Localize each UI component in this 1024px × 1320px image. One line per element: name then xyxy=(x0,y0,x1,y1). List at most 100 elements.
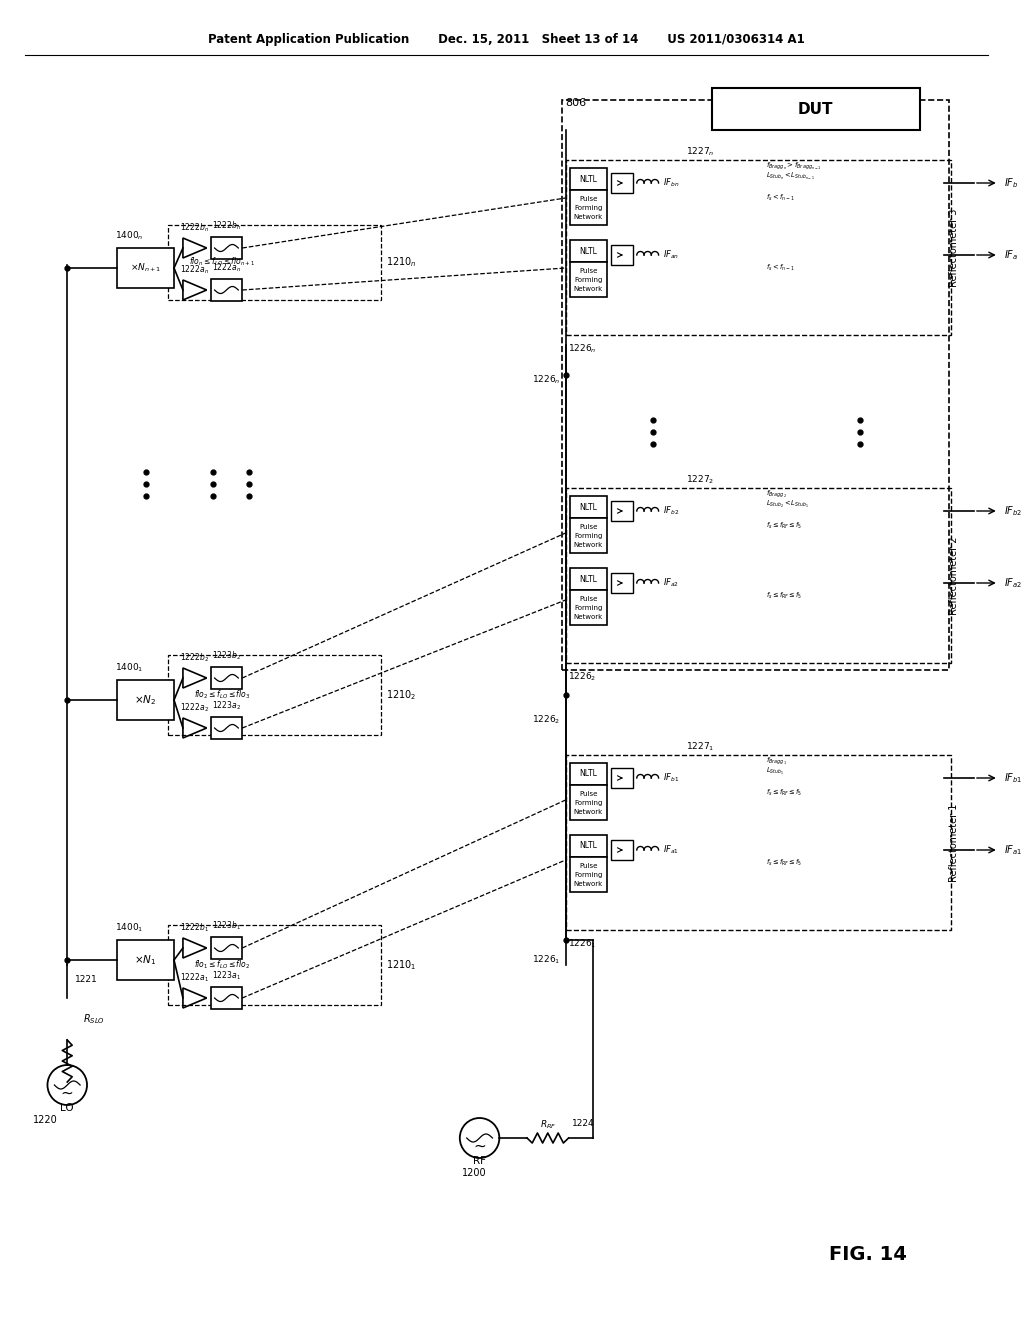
Text: $IF_{b2}$: $IF_{b2}$ xyxy=(664,504,680,517)
Text: Forming: Forming xyxy=(574,533,602,539)
Text: $1227_n$: $1227_n$ xyxy=(686,145,715,158)
Text: $IF_{b1}$: $IF_{b1}$ xyxy=(1004,771,1022,785)
Bar xyxy=(611,502,633,521)
Text: Patent Application Publication       Dec. 15, 2011   Sheet 13 of 14       US 201: Patent Application Publication Dec. 15, … xyxy=(208,33,805,46)
Text: LO: LO xyxy=(60,1104,74,1113)
Bar xyxy=(611,840,633,861)
Text: $1222b_2$: $1222b_2$ xyxy=(180,652,209,664)
Text: RF: RF xyxy=(473,1156,486,1166)
Bar xyxy=(569,857,607,892)
Text: $IF_{b1}$: $IF_{b1}$ xyxy=(664,772,680,784)
Text: $1226_2$: $1226_2$ xyxy=(567,671,596,684)
Bar xyxy=(611,173,633,193)
Text: $L_{Stub_1}$: $L_{Stub_1}$ xyxy=(766,766,784,776)
Bar xyxy=(611,768,633,788)
Bar xyxy=(569,517,607,553)
Bar xyxy=(117,248,174,288)
Text: $f_s \leq f_{RF} \leq f_5$: $f_s \leq f_{RF} \leq f_5$ xyxy=(766,521,803,531)
Text: $1223a_1$: $1223a_1$ xyxy=(212,970,241,982)
Bar xyxy=(211,667,243,689)
Text: $IF_{a1}$: $IF_{a1}$ xyxy=(1004,843,1022,857)
Text: $f_s \leq f_{RF} \leq f_5$: $f_s \leq f_{RF} \leq f_5$ xyxy=(766,858,803,869)
Text: $flo_1 \leq f_{LO} \leq flo_2$: $flo_1 \leq f_{LO} \leq flo_2$ xyxy=(195,958,251,972)
Text: $1222b_n$: $1222b_n$ xyxy=(212,219,241,232)
Text: $f_s < f_{n-1}$: $f_s < f_{n-1}$ xyxy=(766,193,795,203)
Text: $f_s < f_{n-1}$: $f_s < f_{n-1}$ xyxy=(766,263,795,273)
Bar xyxy=(565,755,951,931)
Text: $flo_2 \leq f_{LO} \leq flo_3$: $flo_2 \leq f_{LO} \leq flo_3$ xyxy=(195,689,251,701)
Text: $\times N_2$: $\times N_2$ xyxy=(134,693,157,708)
Text: ~: ~ xyxy=(473,1138,486,1154)
Text: $1210_n$: $1210_n$ xyxy=(386,255,417,269)
Text: $IF_{a2}$: $IF_{a2}$ xyxy=(1004,576,1022,590)
Text: $f_{Bragg_2}$: $f_{Bragg_2}$ xyxy=(766,488,787,500)
Text: $\times N_{n+1}$: $\times N_{n+1}$ xyxy=(130,261,161,275)
Text: Forming: Forming xyxy=(574,605,602,611)
Text: 1220: 1220 xyxy=(33,1115,58,1125)
Bar xyxy=(117,940,174,979)
Text: $1222a_n$: $1222a_n$ xyxy=(212,261,241,275)
Text: $f_s \leq f_{RF} \leq f_5$: $f_s \leq f_{RF} \leq f_5$ xyxy=(766,788,803,799)
Text: Reflectometer 2: Reflectometer 2 xyxy=(949,537,959,615)
Text: $R_{RF}$: $R_{RF}$ xyxy=(540,1119,556,1131)
Text: $1222b_n$: $1222b_n$ xyxy=(180,222,210,234)
Text: $IF_{an}$: $IF_{an}$ xyxy=(664,248,680,261)
Text: DUT: DUT xyxy=(798,102,834,116)
Text: $IF_a$: $IF_a$ xyxy=(1004,248,1018,261)
Bar xyxy=(611,573,633,593)
Text: Network: Network xyxy=(573,286,603,292)
Text: $1222b_1$: $1222b_1$ xyxy=(180,921,209,935)
Text: $1226_1$: $1226_1$ xyxy=(567,937,596,950)
Text: $1227_2$: $1227_2$ xyxy=(686,474,715,486)
Text: $flo_n \leq f_{LO} \leq flo_{n+1}$: $flo_n \leq f_{LO} \leq flo_{n+1}$ xyxy=(189,256,256,268)
Text: $1400_1$: $1400_1$ xyxy=(115,661,143,675)
Text: Forming: Forming xyxy=(574,277,602,282)
Text: FIG. 14: FIG. 14 xyxy=(829,1246,907,1265)
Text: $1400_n$: $1400_n$ xyxy=(115,230,143,243)
Text: 1224: 1224 xyxy=(572,1119,595,1129)
Bar xyxy=(168,655,381,735)
Bar xyxy=(712,88,920,129)
Bar xyxy=(168,224,381,300)
Text: Forming: Forming xyxy=(574,205,602,211)
Text: $1227_1$: $1227_1$ xyxy=(686,741,715,754)
Text: $1210_2$: $1210_2$ xyxy=(386,688,416,702)
Bar xyxy=(569,190,607,224)
Bar xyxy=(569,496,607,517)
Text: $1400_1$: $1400_1$ xyxy=(115,921,143,935)
Text: 1221: 1221 xyxy=(75,975,98,985)
Text: $L_{Stub_2} < L_{Stub_1}$: $L_{Stub_2} < L_{Stub_1}$ xyxy=(766,499,809,510)
Bar xyxy=(569,785,607,820)
Bar xyxy=(168,925,381,1005)
Text: Pulse: Pulse xyxy=(580,524,598,531)
Text: 806: 806 xyxy=(565,98,587,108)
Text: $f_{Bragg_1}$: $f_{Bragg_1}$ xyxy=(766,755,787,767)
Bar xyxy=(117,680,174,719)
Text: $IF_{b2}$: $IF_{b2}$ xyxy=(1004,504,1022,517)
Text: $1223b_1$: $1223b_1$ xyxy=(212,920,241,932)
Text: $1210_1$: $1210_1$ xyxy=(386,958,416,972)
Bar xyxy=(569,568,607,590)
Bar xyxy=(211,717,243,739)
Text: $1223b_2$: $1223b_2$ xyxy=(212,649,241,663)
Bar xyxy=(569,240,607,261)
Text: $L_{Stub_n} < L_{Stub_{n-1}}$: $L_{Stub_n} < L_{Stub_{n-1}}$ xyxy=(766,170,815,182)
Text: NLTL: NLTL xyxy=(580,174,597,183)
Text: Network: Network xyxy=(573,543,603,548)
Bar xyxy=(211,987,243,1008)
Bar xyxy=(565,488,951,663)
Text: $1222a_2$: $1222a_2$ xyxy=(180,702,209,714)
Text: NLTL: NLTL xyxy=(580,574,597,583)
Text: Reflectometer 3: Reflectometer 3 xyxy=(949,209,959,288)
Text: NLTL: NLTL xyxy=(580,503,597,511)
Text: Pulse: Pulse xyxy=(580,268,598,275)
Text: $1222a_1$: $1222a_1$ xyxy=(180,972,209,985)
Bar xyxy=(569,168,607,190)
Bar xyxy=(569,261,607,297)
Text: $f_s \leq f_{RF} \leq f_5$: $f_s \leq f_{RF} \leq f_5$ xyxy=(766,591,803,601)
Text: NLTL: NLTL xyxy=(580,842,597,850)
Bar xyxy=(211,279,243,301)
Text: Network: Network xyxy=(573,809,603,814)
Text: ~: ~ xyxy=(60,1085,74,1101)
Text: Network: Network xyxy=(573,614,603,620)
